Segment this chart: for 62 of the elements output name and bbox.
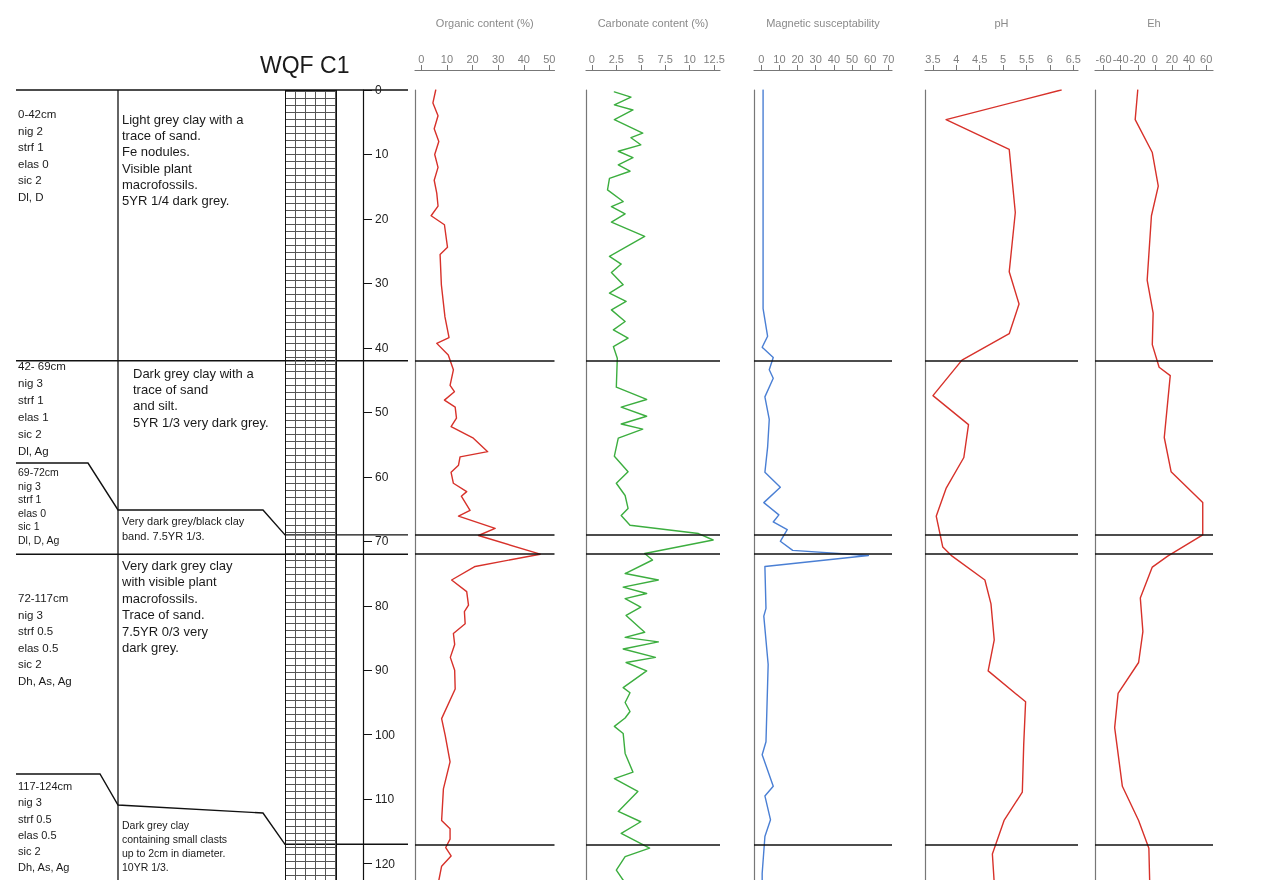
text: 117-124cm nig 3 strf 0.5 elas 0.5 sic 2 Dh, As, Ag [18,779,73,876]
x-tick-label: 5 [637,52,644,65]
y-tick-label: 100 [375,727,396,742]
x-tick-label: 40 [517,52,530,65]
x-tick-label: 6 [1046,52,1053,65]
x-tick-label: 50 [845,52,859,65]
x-axis-title: Eh [1147,16,1161,29]
x-tick-label: 10 [683,52,696,65]
x-tick-label: -20 [1129,52,1146,65]
x-tick-label: 40 [827,52,841,65]
text: Dark grey clay with a trace of sand and silt. 5YR 1/3 very dark grey. [133,366,269,431]
text: Very dark grey/black clay band. 7.5YR 1/3. [122,514,245,544]
x-tick-label: 0 [758,52,765,65]
y-tick-label: 70 [375,534,389,549]
x-tick-label: 60 [864,52,877,65]
y-tick-label: 20 [375,211,389,226]
text: WQF C1 [260,52,350,79]
x-axis-title: Organic content (%) [435,16,534,29]
y-tick-label: 40 [375,340,389,355]
x-tick-label: 3.5 [925,52,941,65]
x-axis-title: pH [994,16,1009,29]
x-tick-label: 2.5 [608,52,624,65]
x-tick-label: 30 [809,52,822,65]
x-tick-label: 20 [791,52,804,65]
x-tick-label: -40 [1112,52,1129,65]
y-tick-label: 120 [375,856,396,871]
x-tick-label: 0 [418,52,425,65]
x-tick-label: 70 [882,52,895,65]
x-axis-title: Carbonate content (%) [597,16,709,29]
text: 42- 69cm nig 3 strf 1 elas 1 sic 2 Dl, Ag [18,359,66,459]
text: 0-42cm nig 2 strf 1 elas 0 sic 2 Dl, D [18,107,57,205]
text: Dark grey clay containing small clasts up to 2cm in diameter. 10YR 1/3. [122,818,228,874]
text: 72-117cm nig 3 strf 0.5 elas 0.5 sic 2 Dh, As, Ag [18,591,72,689]
x-tick-label: 4 [953,52,960,65]
x-tick-label: 20 [1165,52,1179,65]
x-tick-label: 5.5 [1018,52,1035,65]
y-tick-label: 90 [375,663,389,678]
x-tick-label: 40 [1182,52,1196,65]
x-tick-label: 4.5 [972,52,988,65]
y-tick-label: 10 [375,147,389,162]
x-tick-label: 10 [773,52,786,65]
x-tick-label: 7.5 [657,52,673,65]
x-tick-label: 10 [440,52,454,65]
x-axis-title: Magnetic susceptability [766,16,881,29]
x-tick-label: 20 [466,52,479,65]
x-tick-label: 50 [543,52,556,65]
x-tick-label: 0 [1151,52,1158,65]
y-tick-label: 30 [375,276,389,291]
x-tick-label: -60 [1095,52,1112,65]
text: Very dark grey clay with visible plant macrofossils. Trace of sand. 7.5YR 0/3 very dark grey. [122,558,233,657]
text: Light grey clay with a trace of sand. Fe nodules. Visible plant macrofossils. 5YR 1/4 dark grey. [122,112,244,210]
x-tick-label: 12.5 [703,52,725,65]
x-tick-label: 30 [492,52,505,65]
y-tick-label: 80 [375,598,389,613]
x-tick-label: 60 [1200,52,1213,65]
y-tick-label: 110 [375,792,395,807]
y-tick-label: 60 [375,469,389,484]
text: 69-72cm nig 3 strf 1 elas 0 sic 1 Dl, D, Ag [18,466,60,548]
x-tick-label: 0 [588,52,595,65]
y-tick-label: 50 [375,405,389,420]
x-tick-label: 5 [1000,52,1007,65]
x-tick-label: 6.5 [1065,52,1081,65]
